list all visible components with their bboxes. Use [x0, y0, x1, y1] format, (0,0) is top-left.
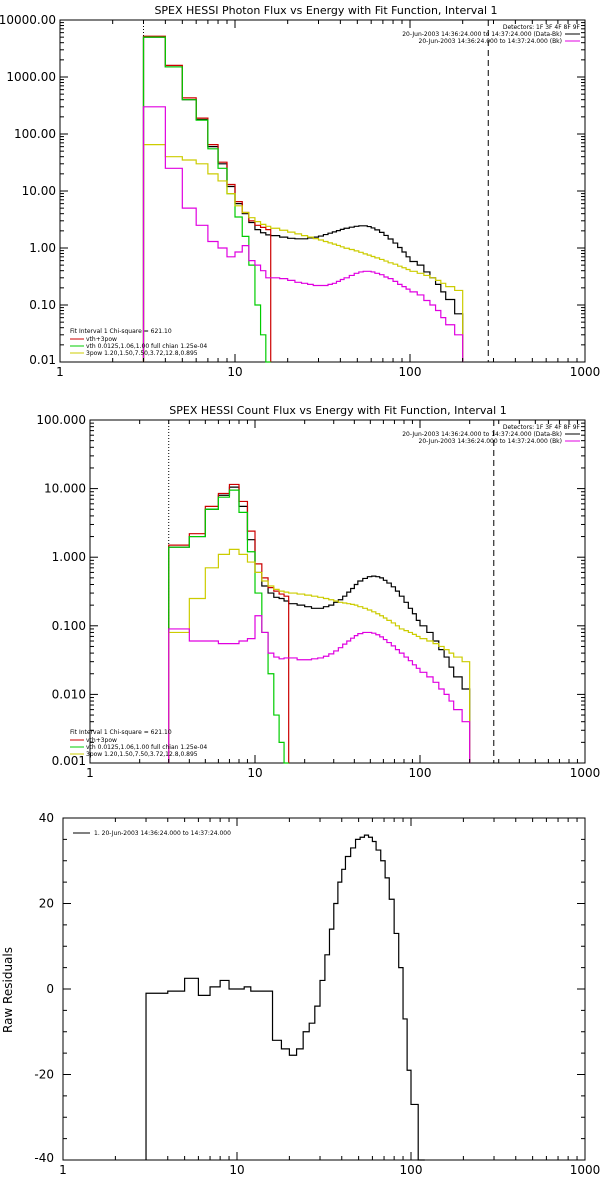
chart-title: SPEX HESSI Photon Flux vs Energy with Fi…	[154, 4, 497, 17]
y-ticks: 0.001 0.010 0.100 1.000 10.000 100.000	[36, 413, 585, 768]
legend-text: 1. 20-Jun-2003 14:36:24.000 to 14:37:24.…	[94, 830, 231, 837]
y-tick-label: 1000.00	[6, 70, 56, 84]
x-tick-label: 10	[229, 1163, 244, 1177]
header-line: 20-Jun-2003 14:36:24.000 to 14:37:24.000…	[402, 431, 562, 438]
y-tick-label: 1.00	[29, 241, 56, 255]
header-block: Detectors: 1F 3F 4F 8F 9F 20-Jun-2003 14…	[402, 424, 580, 445]
y-tick-label: 0.01	[29, 353, 56, 367]
y-tick-label: -20	[34, 1068, 54, 1082]
x-ticks: 1 10 100 1000	[59, 818, 600, 1177]
y-tick-label: 10000.00	[0, 13, 56, 27]
data-series-line	[142, 36, 271, 363]
header-line: Detectors: 1F 3F 4F 8F 9F	[503, 24, 581, 31]
x-tick-label: 1000	[570, 1163, 600, 1177]
header-block: Detectors: 1F 3F 4F 8F 9F 20-Jun-2003 14…	[402, 24, 580, 45]
x-tick-label: 1	[86, 766, 94, 780]
y-tick-label: 0	[46, 982, 54, 996]
x-tick-label: 1000	[570, 365, 600, 379]
data-series-line	[168, 615, 471, 763]
data-series-line	[168, 548, 471, 763]
plot-frame	[62, 817, 586, 1161]
header-line: 20-Jun-2003 14:36:24.000 to 14:37:24.000…	[402, 31, 562, 38]
x-tick-label: 1000	[570, 766, 600, 780]
x-tick-label: 100	[399, 365, 422, 379]
y-tick-label: 100.000	[36, 413, 86, 427]
y-tick-label: 1.000	[52, 550, 86, 564]
header-line: Detectors: 1F 3F 4F 8F 9F	[503, 424, 581, 431]
data-series-line	[142, 36, 464, 362]
photon-flux-panel: SPEX HESSI Photon Flux vs Energy with Fi…	[0, 4, 600, 379]
data-series-line	[142, 35, 272, 362]
series-group	[142, 35, 464, 363]
series-group	[168, 483, 471, 764]
plot-frame	[89, 419, 586, 764]
plot-frame	[59, 19, 586, 363]
y-ticks: 0.01 0.10 1.00 10.00 100.00 1000.00 10000.00	[0, 13, 585, 367]
y-tick-label: 0.100	[52, 619, 86, 633]
y-tick-label: 0.010	[52, 687, 86, 701]
data-series-line	[168, 486, 471, 763]
y-tick-label: 10.000	[44, 482, 86, 496]
data-series-line	[145, 834, 425, 1161]
y-tick-label: 0.10	[29, 298, 56, 312]
fit-legend-line: vth+3pow	[86, 336, 117, 343]
header-line: 20-Jun-2003 14:36:24.000 to 14:37:24.000…	[419, 38, 562, 45]
data-series-line	[168, 483, 290, 763]
x-tick-label: 10	[247, 766, 262, 780]
x-tick-label: 1	[56, 365, 64, 379]
fit-legend-line: 3pow 1.20,1.50,7.50,3.72,12.8,0.895	[86, 350, 198, 357]
series-group	[145, 834, 425, 1161]
data-series-line	[142, 144, 464, 362]
x-tick-label: 10	[227, 365, 242, 379]
x-tick-label: 1	[59, 1163, 67, 1177]
chart-title: SPEX HESSI Count Flux vs Energy with Fit…	[169, 404, 506, 417]
y-tick-label: 40	[39, 811, 54, 825]
y-tick-label: 0.001	[52, 754, 86, 768]
x-ticks: 1 10 100 1000	[86, 420, 600, 780]
fit-legend: Fit Interval 1 Chi-square = 621.10 vth+3…	[70, 729, 207, 758]
fit-legend: Fit Interval 1 Chi-square = 621.10 vth+3…	[70, 328, 207, 357]
y-ticks: -40 -20 0 20 40	[34, 811, 585, 1165]
y-tick-label: 100.00	[14, 127, 56, 141]
vlines	[168, 420, 495, 763]
fit-legend-line: Fit Interval 1 Chi-square = 621.10	[70, 328, 172, 335]
fit-legend-line: 3pow 1.20,1.50,7.50,3.72,12.8,0.895	[86, 751, 198, 758]
count-flux-panel: SPEX HESSI Count Flux vs Energy with Fit…	[36, 404, 600, 780]
fit-legend-line: vth 0.0125,1.06,1.00 full chian 1.25e-04	[86, 744, 207, 751]
y-tick-label: -40	[34, 1151, 54, 1165]
fit-legend-line: vth 0.0125,1.06,1.00 full chian 1.25e-04	[86, 343, 207, 350]
fit-legend-line: Fit Interval 1 Chi-square = 621.10	[70, 729, 172, 736]
residuals-panel: Raw Residuals 1 10 100 1000 -40 -20 0 20 40 1. …	[1, 811, 600, 1177]
y-tick-label: 20	[39, 897, 54, 911]
x-tick-label: 100	[409, 766, 432, 780]
y-tick-label: 10.00	[22, 184, 56, 198]
y-axis-label: Raw Residuals	[1, 947, 15, 1033]
header-line: 20-Jun-2003 14:36:24.000 to 14:37:24.000…	[419, 438, 562, 445]
data-series-line	[168, 489, 289, 764]
x-ticks: 1 10 100 1000	[56, 20, 600, 379]
fit-legend-line: vth+3pow	[86, 737, 117, 744]
x-tick-label: 100	[400, 1163, 423, 1177]
data-series-line	[142, 106, 464, 362]
